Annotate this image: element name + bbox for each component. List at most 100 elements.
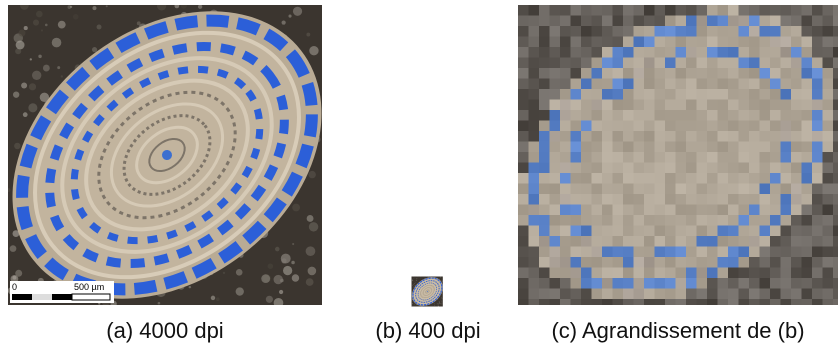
pixel xyxy=(707,121,718,132)
pixel xyxy=(665,79,676,90)
pixel xyxy=(739,68,750,79)
pixel xyxy=(571,163,582,174)
pixel xyxy=(812,110,823,121)
pixel xyxy=(655,58,666,69)
pixel xyxy=(760,152,771,163)
pixel xyxy=(833,184,838,195)
pixel xyxy=(581,5,592,16)
pixel xyxy=(728,278,739,289)
pixel xyxy=(781,152,792,163)
pixel xyxy=(644,5,655,16)
pixel xyxy=(655,257,666,268)
pixel xyxy=(613,110,624,121)
pixel xyxy=(749,268,760,279)
pixel xyxy=(602,89,613,100)
pixel xyxy=(718,268,729,279)
pixel xyxy=(592,37,603,48)
pixel xyxy=(833,215,838,226)
pixel xyxy=(781,184,792,195)
pixel xyxy=(823,68,834,79)
image-enlarged xyxy=(518,5,838,310)
pixel xyxy=(571,58,582,69)
pixel xyxy=(770,289,781,300)
pixel xyxy=(581,289,592,300)
pixel xyxy=(613,163,624,174)
pixel xyxy=(802,194,813,205)
pixel xyxy=(791,226,802,237)
pixel xyxy=(529,47,540,58)
pixel xyxy=(634,121,645,132)
pixel xyxy=(539,26,550,37)
pixel xyxy=(802,226,813,237)
pixel xyxy=(634,205,645,216)
pixel xyxy=(697,79,708,90)
pixel xyxy=(739,226,750,237)
pixel xyxy=(739,257,750,268)
pixel xyxy=(634,257,645,268)
pixel xyxy=(655,89,666,100)
pixel xyxy=(823,278,834,289)
pixel xyxy=(812,16,823,27)
pixel xyxy=(529,68,540,79)
pixel xyxy=(697,100,708,111)
pixel xyxy=(539,100,550,111)
pixel xyxy=(655,163,666,174)
pixel xyxy=(613,47,624,58)
pixel xyxy=(602,16,613,27)
pixel xyxy=(518,142,529,153)
pixel xyxy=(812,236,823,247)
pixel xyxy=(518,5,529,16)
pixel xyxy=(529,215,540,226)
pixel xyxy=(781,247,792,258)
pixel xyxy=(676,215,687,226)
pixel xyxy=(760,247,771,258)
pixel xyxy=(833,268,838,279)
pixel xyxy=(539,205,550,216)
pixel xyxy=(781,79,792,90)
pixel xyxy=(802,236,813,247)
pixel xyxy=(718,142,729,153)
pixel xyxy=(728,37,739,48)
pixel xyxy=(529,121,540,132)
pixel xyxy=(655,236,666,247)
pixel xyxy=(686,37,697,48)
pixel xyxy=(697,205,708,216)
pixel xyxy=(581,278,592,289)
pixel xyxy=(613,257,624,268)
pixel xyxy=(592,236,603,247)
pixel xyxy=(770,89,781,100)
pixel xyxy=(760,205,771,216)
pixel xyxy=(623,205,634,216)
pixel xyxy=(518,100,529,111)
pixel xyxy=(571,5,582,16)
pixel xyxy=(707,205,718,216)
pixel xyxy=(665,89,676,100)
pixel xyxy=(655,289,666,300)
pixel xyxy=(760,89,771,100)
pixel xyxy=(539,299,550,310)
pixel xyxy=(833,47,838,58)
pixel xyxy=(676,226,687,237)
pixel xyxy=(707,236,718,247)
pixel xyxy=(791,47,802,58)
pixel xyxy=(550,299,561,310)
pixel xyxy=(602,68,613,79)
pixel xyxy=(833,79,838,90)
pixel xyxy=(529,26,540,37)
pixel xyxy=(518,247,529,258)
pixel xyxy=(739,173,750,184)
pixel xyxy=(623,226,634,237)
pixel xyxy=(728,184,739,195)
pixel xyxy=(655,121,666,132)
pixel xyxy=(644,205,655,216)
pixel xyxy=(655,47,666,58)
pixel xyxy=(571,173,582,184)
pixel xyxy=(571,110,582,121)
pixel xyxy=(728,89,739,100)
pixel xyxy=(613,152,624,163)
pixel xyxy=(665,205,676,216)
pixel xyxy=(686,152,697,163)
pixel xyxy=(760,184,771,195)
pixel xyxy=(781,268,792,279)
pixel xyxy=(634,142,645,153)
